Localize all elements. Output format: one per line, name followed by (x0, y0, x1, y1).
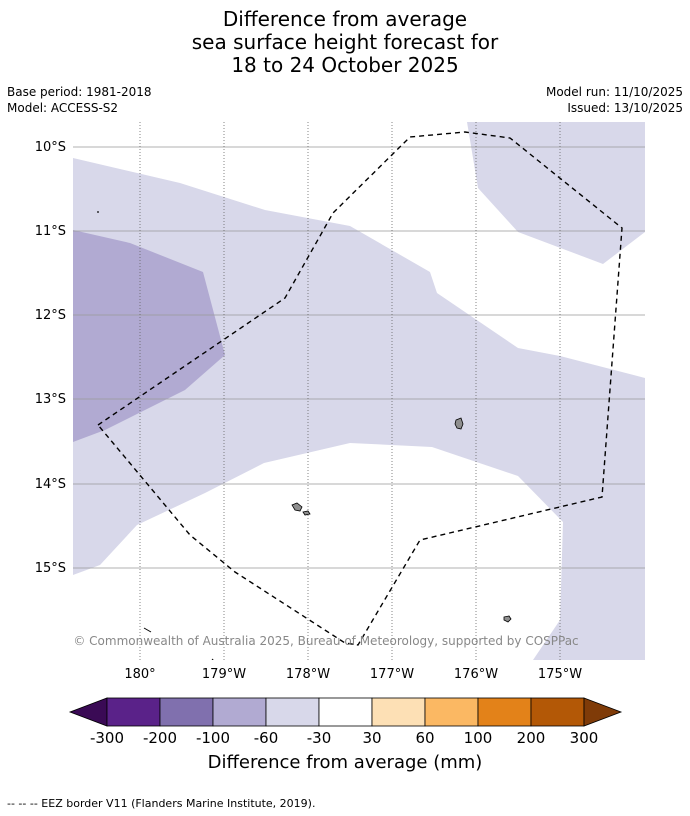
islet-mark-bottom (211, 658, 214, 660)
colorbar-bin-6 (371, 697, 426, 727)
colorbar-bin-9 (530, 697, 585, 727)
lat-label-15s: 15°S (35, 561, 66, 576)
colorbar-tick-label: 200 (516, 729, 546, 747)
eez-border (96, 131, 623, 646)
colorbar-tick-label: -30 (306, 729, 332, 747)
lat-label-12s: 12°S (35, 308, 66, 323)
colorbar-bin-8 (477, 697, 532, 727)
title-line-1: Difference from average (222, 7, 468, 31)
colorbar-extend-high (583, 697, 623, 727)
colorbar-tick-label: -200 (142, 729, 178, 747)
meta-left: Base period: 1981-2018 Model: ACCESS-S2 (7, 84, 152, 116)
lon-labels: 180° 179°W 178°W 177°W 176°W 175°W (124, 667, 582, 682)
copyright-notice: © Commonwealth of Australia 2025, Bureau… (73, 634, 578, 648)
colorbar-tick-label: 60 (415, 729, 435, 747)
colorbar-tick-label: -300 (89, 729, 125, 747)
island-niuafoou (503, 615, 512, 623)
lat-label-14s: 14°S (35, 477, 66, 492)
colorbar-bin-4 (265, 697, 320, 727)
lon-label-177w: 177°W (370, 667, 414, 682)
lat-label-10s: 10°S (35, 140, 66, 155)
islet-mark-south (143, 627, 152, 633)
lon-label-179w: 179°W (202, 667, 246, 682)
colorbar-bin-2 (159, 697, 214, 727)
islet-dot-north (97, 211, 99, 213)
colorbar-tick-label: 30 (362, 729, 382, 747)
colorbar-extend-low (68, 697, 108, 727)
issued-date: Issued: 13/10/2025 (567, 101, 683, 115)
colorbar-bin-7 (424, 697, 479, 727)
lat-label-13s: 13°S (35, 392, 66, 407)
model-name: Model: ACCESS-S2 (7, 101, 119, 115)
colorbar-bin-3 (212, 697, 267, 727)
colorbar-bin-1 (106, 697, 161, 727)
lon-label-176w: 176°W (454, 667, 498, 682)
colorbar-tick-label: 300 (569, 729, 599, 747)
lon-label-178w: 178°W (286, 667, 330, 682)
colorbar-tick-label: 100 (463, 729, 493, 747)
lat-labels: 10°S 11°S 12°S 13°S 14°S 15°S (35, 140, 66, 576)
lat-label-11s: 11°S (35, 224, 66, 239)
colorbar-title: Difference from average (mm) (207, 752, 483, 773)
colorbar-bin-5 (318, 697, 373, 727)
lon-label-175w: 175°W (538, 667, 582, 682)
anomaly-region-medium (73, 230, 225, 442)
colorbar-tick-label: -60 (253, 729, 279, 747)
colorbar-tick-label: -100 (195, 729, 231, 747)
lon-label-180: 180° (124, 667, 155, 682)
model-run: Model run: 11/10/2025 (545, 85, 683, 99)
title-line-3: 18 to 24 October 2025 (231, 53, 459, 77)
map-area: © Commonwealth of Australia 2025, Bureau… (73, 122, 645, 660)
title-line-2: sea surface height forecast for (191, 30, 499, 54)
island-futuna (291, 502, 303, 512)
anomaly-region-light-main (73, 158, 645, 660)
meta-right: Model run: 11/10/2025 Issued: 13/10/2025 (546, 84, 683, 116)
colorbar (68, 697, 623, 727)
base-period: Base period: 1981-2018 (7, 85, 152, 99)
island-wallis (454, 417, 464, 430)
eez-footnote: -- -- -- EEZ border V11 (Flanders Marine… (7, 797, 316, 810)
anomaly-region-light-ne (467, 122, 645, 264)
gridlines (73, 146, 645, 569)
map-title: Difference from average sea surface heig… (0, 8, 690, 77)
island-alofi (302, 510, 311, 516)
